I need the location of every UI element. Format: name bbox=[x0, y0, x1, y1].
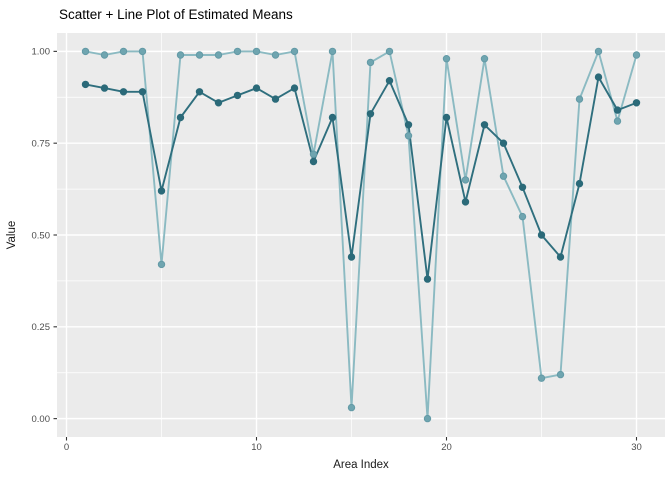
data-point bbox=[404, 132, 413, 140]
x-tick-label: 20 bbox=[441, 442, 452, 453]
data-point bbox=[366, 110, 375, 118]
data-point bbox=[252, 47, 261, 56]
data-point bbox=[347, 403, 356, 412]
data-point bbox=[81, 47, 90, 56]
data-point bbox=[214, 51, 223, 59]
data-point bbox=[423, 414, 432, 423]
data-point bbox=[442, 113, 451, 122]
data-point bbox=[176, 51, 185, 59]
data-point bbox=[119, 88, 128, 96]
data-point bbox=[461, 198, 470, 206]
data-point bbox=[575, 179, 584, 188]
series-line-dark_teal_series bbox=[84, 76, 638, 281]
y-tick-label: 1.00 bbox=[32, 47, 51, 58]
data-point bbox=[309, 150, 318, 158]
y-tick-labels: 0.00 0.25 0.50 0.75 1.00 bbox=[32, 47, 51, 425]
data-point bbox=[347, 253, 356, 261]
data-point bbox=[480, 121, 489, 129]
x-tick-label: 30 bbox=[631, 442, 642, 453]
data-point bbox=[594, 47, 603, 56]
data-point bbox=[176, 113, 185, 122]
data-point bbox=[461, 176, 470, 184]
data-point bbox=[214, 99, 223, 107]
data-point bbox=[613, 117, 622, 125]
axis-ticks bbox=[53, 50, 638, 441]
data-point bbox=[271, 95, 280, 103]
line-dark_teal_series bbox=[84, 76, 638, 281]
data-point bbox=[423, 275, 432, 283]
y-tick-label: 0.00 bbox=[32, 414, 51, 425]
data-point bbox=[271, 51, 280, 59]
data-point bbox=[81, 80, 90, 89]
x-axis-title: Area Index bbox=[333, 459, 389, 471]
data-point bbox=[328, 47, 337, 56]
data-point bbox=[138, 88, 147, 96]
data-point bbox=[100, 51, 109, 59]
data-point bbox=[119, 47, 128, 56]
series-points-light_teal_series bbox=[81, 47, 641, 423]
data-point bbox=[499, 172, 508, 180]
data-point bbox=[556, 370, 565, 379]
data-point bbox=[366, 58, 375, 67]
data-point bbox=[252, 84, 261, 92]
data-point bbox=[195, 88, 204, 96]
data-point bbox=[499, 139, 508, 147]
data-point bbox=[290, 47, 299, 56]
data-point bbox=[480, 55, 489, 63]
data-point bbox=[556, 253, 565, 261]
series-points-dark_teal_series bbox=[81, 73, 641, 283]
data-point bbox=[233, 47, 242, 56]
y-tick-label: 0.75 bbox=[32, 138, 51, 149]
data-point bbox=[518, 212, 527, 221]
x-tick-label: 10 bbox=[251, 442, 262, 453]
data-point bbox=[195, 51, 204, 59]
data-point bbox=[537, 374, 546, 382]
data-point bbox=[632, 51, 641, 59]
data-point bbox=[575, 95, 584, 103]
data-point bbox=[100, 84, 109, 92]
data-point bbox=[157, 187, 166, 195]
data-point bbox=[157, 260, 166, 269]
data-point bbox=[385, 77, 394, 85]
data-point bbox=[404, 121, 413, 129]
x-tick-labels: 0 10 20 30 bbox=[64, 442, 642, 453]
data-point bbox=[290, 84, 299, 92]
data-point bbox=[518, 183, 527, 192]
data-point bbox=[537, 231, 546, 239]
y-tick-label: 0.50 bbox=[32, 230, 51, 241]
data-point bbox=[632, 99, 641, 107]
x-tick-label: 0 bbox=[64, 442, 69, 453]
chart-title: Scatter + Line Plot of Estimated Means bbox=[59, 7, 293, 22]
data-point bbox=[385, 47, 394, 56]
data-point bbox=[442, 55, 451, 63]
y-tick-label: 0.25 bbox=[32, 322, 51, 333]
data-point bbox=[328, 113, 337, 122]
data-point bbox=[138, 47, 147, 56]
y-axis-title: Value bbox=[6, 221, 18, 250]
data-point bbox=[309, 157, 318, 166]
data-point bbox=[233, 91, 242, 100]
data-point bbox=[594, 73, 603, 81]
data-point bbox=[613, 106, 622, 114]
